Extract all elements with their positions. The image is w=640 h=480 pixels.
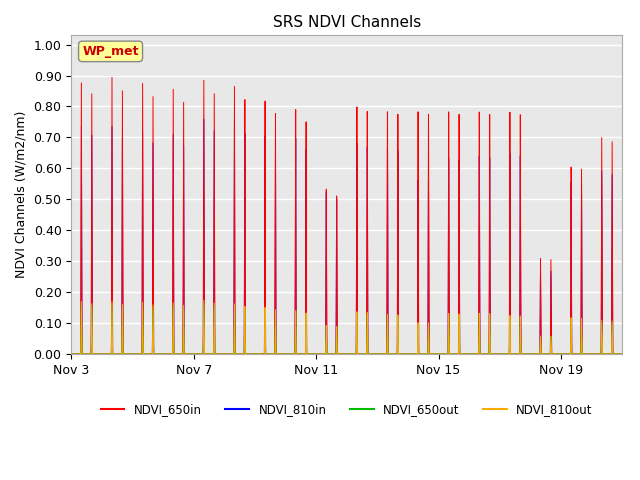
Y-axis label: NDVI Channels (W/m2/nm): NDVI Channels (W/m2/nm) — [15, 111, 28, 278]
Legend: NDVI_650in, NDVI_810in, NDVI_650out, NDVI_810out: NDVI_650in, NDVI_810in, NDVI_650out, NDV… — [96, 398, 598, 420]
Title: SRS NDVI Channels: SRS NDVI Channels — [273, 15, 421, 30]
Text: WP_met: WP_met — [83, 45, 139, 58]
